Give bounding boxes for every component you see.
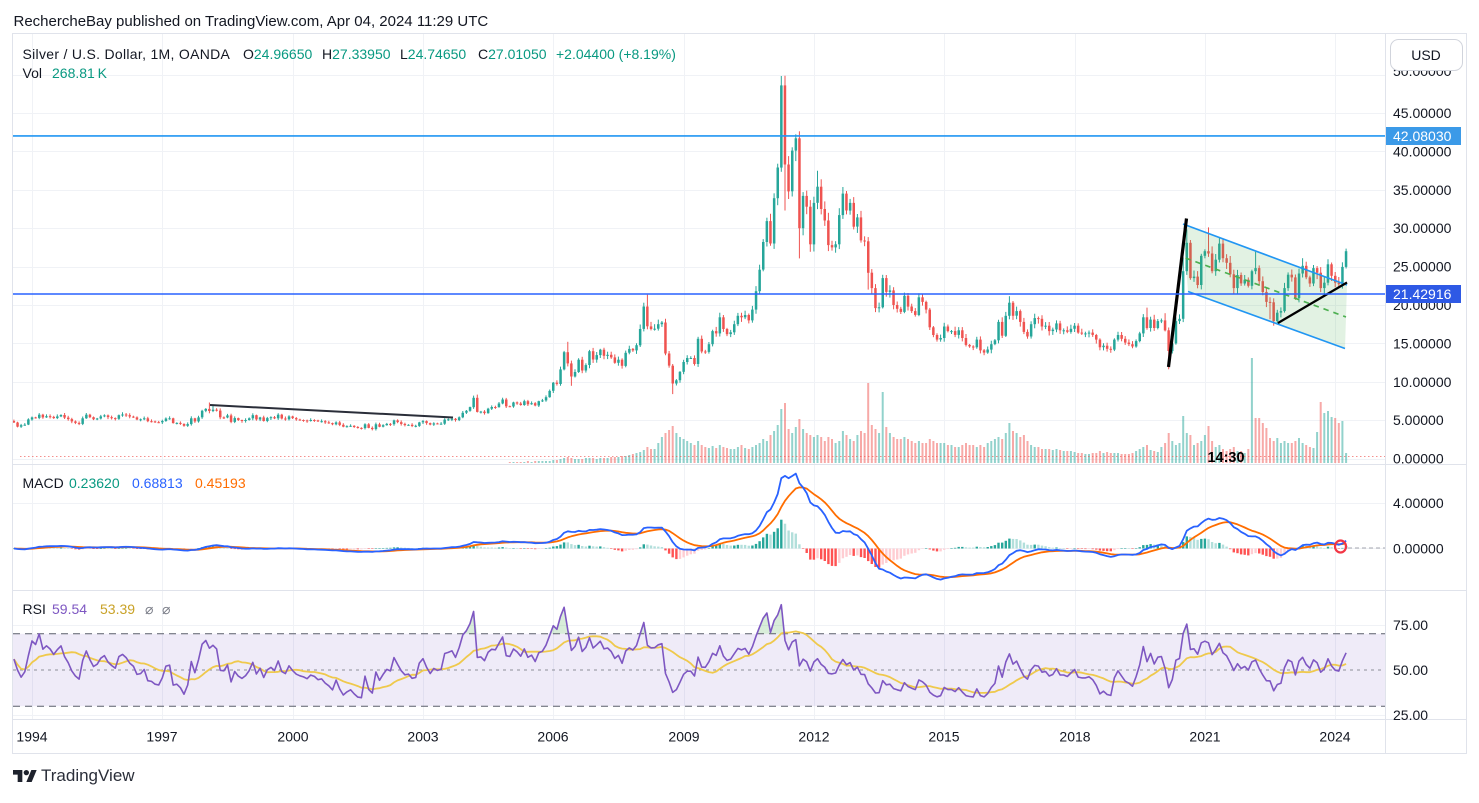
svg-text:O24.96650: O24.96650	[243, 46, 312, 62]
svg-text:14:30: 14:30	[1207, 450, 1244, 466]
svg-text:C27.01050: C27.01050	[478, 46, 547, 62]
svg-text:45.00000: 45.00000	[1393, 105, 1452, 121]
svg-text:25.00000: 25.00000	[1393, 259, 1452, 275]
svg-text:75.00: 75.00	[1393, 617, 1428, 633]
svg-text:2006: 2006	[537, 729, 568, 745]
svg-text:0.00000: 0.00000	[1393, 451, 1444, 467]
svg-text:2012: 2012	[798, 729, 829, 745]
svg-text:Silver / U.S. Dollar, 1M, OAND: Silver / U.S. Dollar, 1M, OANDA	[23, 46, 231, 62]
svg-text:+2.04400 (+8.19%): +2.04400 (+8.19%)	[556, 46, 676, 62]
svg-text:2003: 2003	[407, 729, 438, 745]
svg-text:H27.33950: H27.33950	[322, 46, 391, 62]
svg-text:10.00000: 10.00000	[1393, 374, 1452, 390]
svg-text:0.00000: 0.00000	[1393, 541, 1444, 557]
svg-text:RechercheBay published on Trad: RechercheBay published on TradingView.co…	[14, 13, 489, 30]
svg-text:TradingView: TradingView	[41, 766, 135, 785]
svg-text:50.00: 50.00	[1393, 662, 1428, 678]
svg-text:USD: USD	[1411, 47, 1441, 63]
svg-text:2000: 2000	[277, 729, 308, 745]
svg-text:5.00000: 5.00000	[1393, 412, 1444, 428]
svg-text:1994: 1994	[16, 729, 47, 745]
svg-text:1997: 1997	[146, 729, 177, 745]
svg-text:2009: 2009	[668, 729, 699, 745]
svg-text:2015: 2015	[928, 729, 959, 745]
svg-text:268.81 K: 268.81 K	[52, 65, 108, 81]
svg-text:21.42916: 21.42916	[1393, 286, 1452, 302]
svg-text:MACD 0.23620 0.68813 0.45193: MACD 0.23620 0.68813 0.45193	[23, 475, 246, 491]
svg-text:Vol: Vol	[23, 65, 42, 81]
svg-text:35.00000: 35.00000	[1393, 182, 1452, 198]
svg-text:2021: 2021	[1189, 729, 1220, 745]
svg-text:4.00000: 4.00000	[1393, 495, 1444, 511]
svg-text:L24.74650: L24.74650	[400, 46, 466, 62]
svg-text:25.00: 25.00	[1393, 707, 1428, 723]
svg-text:40.00000: 40.00000	[1393, 143, 1452, 159]
svg-text:42.08030: 42.08030	[1393, 128, 1452, 144]
svg-text:30.00000: 30.00000	[1393, 220, 1452, 236]
svg-text:2024: 2024	[1319, 729, 1350, 745]
svg-text:15.00000: 15.00000	[1393, 335, 1452, 351]
svg-text:2018: 2018	[1059, 729, 1090, 745]
